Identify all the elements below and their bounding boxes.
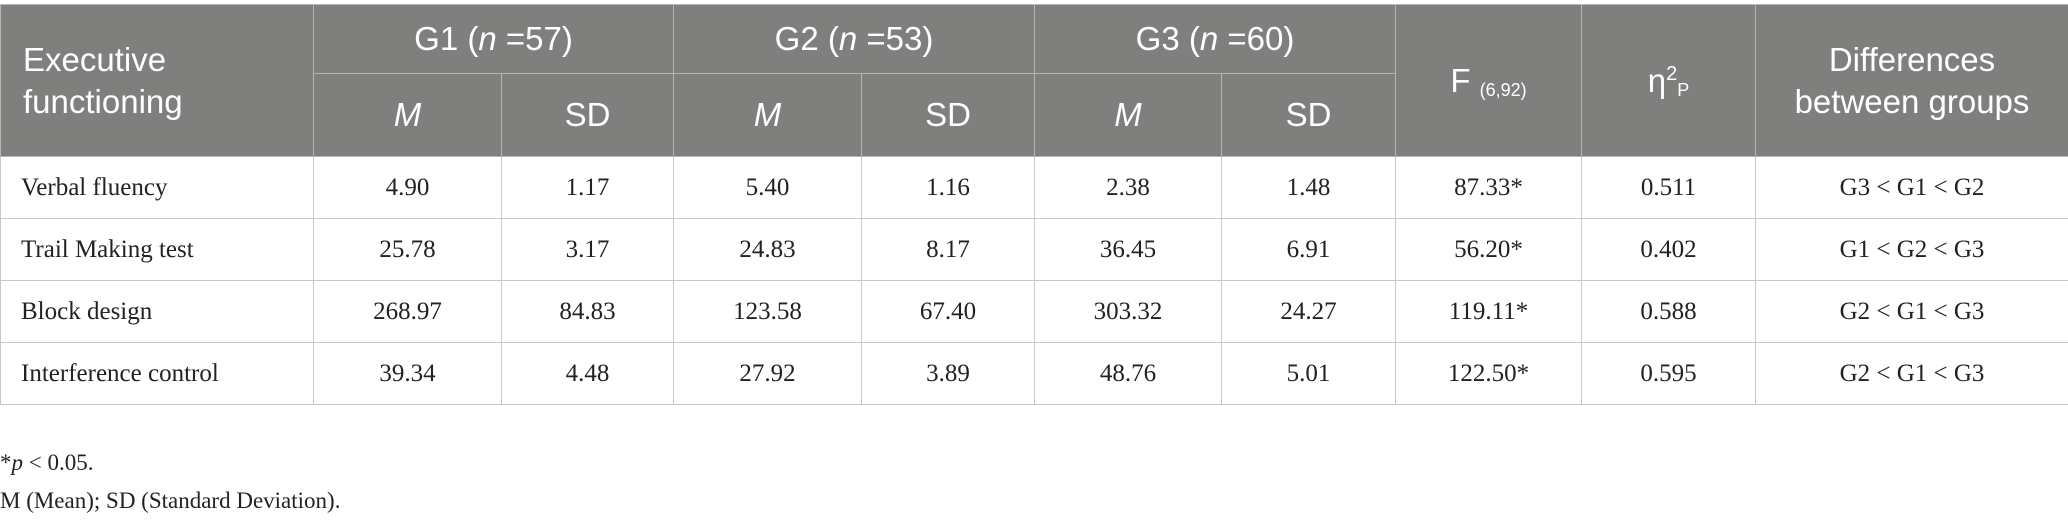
- cell: 3.89: [862, 343, 1035, 405]
- eta-header: η2P: [1582, 5, 1756, 157]
- cell: 1.17: [502, 157, 674, 219]
- cell: G2 < G1 < G3: [1756, 343, 2068, 405]
- text: η: [1648, 62, 1666, 99]
- cell: 0.595: [1582, 343, 1756, 405]
- cell: 119.11*: [1396, 281, 1582, 343]
- group-header: G3 (n =60): [1035, 5, 1396, 74]
- cell: 25.78: [314, 219, 502, 281]
- cell: 123.58: [674, 281, 862, 343]
- text: < 0.05.: [23, 450, 93, 475]
- subheader: M: [1035, 74, 1222, 157]
- cell: 122.50*: [1396, 343, 1582, 405]
- row-label: Verbal fluency: [1, 157, 314, 219]
- subheader: M: [674, 74, 862, 157]
- row-label: Trail Making test: [1, 219, 314, 281]
- cell: 39.34: [314, 343, 502, 405]
- cell: 1.16: [862, 157, 1035, 219]
- cell: 8.17: [862, 219, 1035, 281]
- cell: 0.402: [1582, 219, 1756, 281]
- text: =57): [497, 20, 573, 57]
- text: P: [1677, 80, 1689, 100]
- cell: 36.45: [1035, 219, 1222, 281]
- results-table: Executive functioning G1 (n =57) G2 (n =…: [0, 4, 2068, 405]
- cell: 84.83: [502, 281, 674, 343]
- cell: 3.17: [502, 219, 674, 281]
- cell: 4.48: [502, 343, 674, 405]
- cell: 67.40: [862, 281, 1035, 343]
- notes: *p < 0.05. M (Mean); SD (Standard Deviat…: [0, 444, 340, 520]
- cell: 303.32: [1035, 281, 1222, 343]
- text: (6,92): [1480, 80, 1527, 100]
- subheader: SD: [1222, 74, 1396, 157]
- subheader: SD: [502, 74, 674, 157]
- text: G2 (: [775, 20, 839, 57]
- row-label: Block design: [1, 281, 314, 343]
- cell: 5.01: [1222, 343, 1396, 405]
- cell: 48.76: [1035, 343, 1222, 405]
- cell: 24.27: [1222, 281, 1396, 343]
- text: 2: [1666, 63, 1677, 85]
- group-header: G1 (n =57): [314, 5, 674, 74]
- cell: 0.511: [1582, 157, 1756, 219]
- text: G3 (: [1136, 20, 1200, 57]
- text: n: [839, 20, 857, 57]
- cell: 27.92: [674, 343, 862, 405]
- subheader: M: [314, 74, 502, 157]
- cell: G3 < G1 < G2: [1756, 157, 2068, 219]
- cell: 1.48: [1222, 157, 1396, 219]
- cell: 4.90: [314, 157, 502, 219]
- text: n: [1200, 20, 1218, 57]
- f-header: F (6,92): [1396, 5, 1582, 157]
- cell: 24.83: [674, 219, 862, 281]
- row-label-header: Executive functioning: [1, 5, 314, 157]
- cell: 2.38: [1035, 157, 1222, 219]
- text: G1 (: [414, 20, 478, 57]
- cell: 87.33*: [1396, 157, 1582, 219]
- header-row: Executive functioning G1 (n =57) G2 (n =…: [1, 5, 2068, 74]
- text: F: [1450, 62, 1470, 99]
- row-label: Interference control: [1, 343, 314, 405]
- cell: 6.91: [1222, 219, 1396, 281]
- cell: 0.588: [1582, 281, 1756, 343]
- subheader: SD: [862, 74, 1035, 157]
- cell: 268.97: [314, 281, 502, 343]
- cell: 5.40: [674, 157, 862, 219]
- text: p: [12, 450, 24, 475]
- text: =60): [1218, 20, 1294, 57]
- differences-header: Differences between groups: [1756, 5, 2068, 157]
- cell: G1 < G2 < G3: [1756, 219, 2068, 281]
- text: n: [478, 20, 496, 57]
- cell: G2 < G1 < G3: [1756, 281, 2068, 343]
- text: *: [0, 450, 12, 475]
- text: =53): [857, 20, 933, 57]
- note: *p < 0.05.: [0, 444, 340, 482]
- cell: 56.20*: [1396, 219, 1582, 281]
- group-header: G2 (n =53): [674, 5, 1035, 74]
- note: M (Mean); SD (Standard Deviation).: [0, 482, 340, 520]
